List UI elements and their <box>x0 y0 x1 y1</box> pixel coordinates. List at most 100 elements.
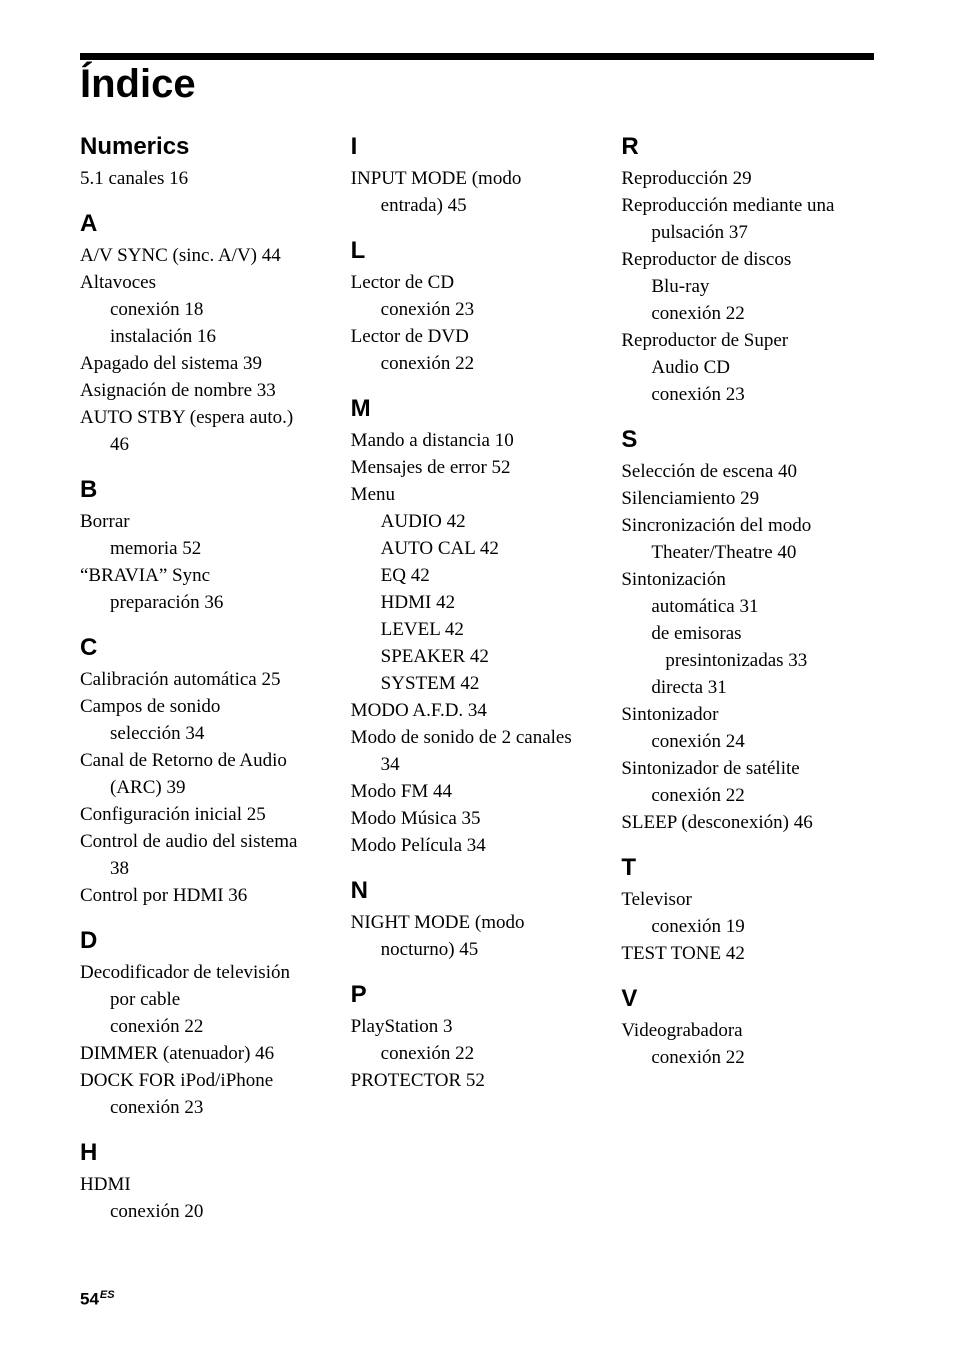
index-entry: conexión 24 <box>621 728 874 755</box>
index-entry: Mensajes de error 52 <box>351 454 604 481</box>
index-entry: Audio CD <box>621 354 874 381</box>
index-entry: Televisor <box>621 886 874 913</box>
index-entry: NIGHT MODE (modo <box>351 909 604 936</box>
section-head: N <box>351 877 604 905</box>
index-entry: nocturno) 45 <box>351 936 604 963</box>
section-head: B <box>80 476 333 504</box>
index-entry: Apagado del sistema 39 <box>80 350 333 377</box>
index-entry: Reproducción mediante una <box>621 192 874 219</box>
index-entry: (ARC) 39 <box>80 774 333 801</box>
index-entry: conexión 20 <box>80 1198 333 1225</box>
index-entry: Selección de escena 40 <box>621 458 874 485</box>
index-entry: DOCK FOR iPod/iPhone <box>80 1067 333 1094</box>
index-entry: Sintonizador <box>621 701 874 728</box>
index-entry: HDMI <box>80 1171 333 1198</box>
index-entry: Campos de sonido <box>80 693 333 720</box>
index-entry: Decodificador de televisión <box>80 959 333 986</box>
page-footer: 54ES <box>80 1289 115 1310</box>
index-entry: Modo Película 34 <box>351 832 604 859</box>
section-head: P <box>351 981 604 1009</box>
column-1: Numerics 5.1 canales 16 A A/V SYNC (sinc. A… <box>80 133 333 1225</box>
index-entry: 34 <box>351 751 604 778</box>
index-entry: conexión 22 <box>351 1040 604 1067</box>
index-entry: Silenciamiento 29 <box>621 485 874 512</box>
page-number: 54 <box>80 1290 99 1309</box>
index-entry: Borrar <box>80 508 333 535</box>
index-columns: Numerics 5.1 canales 16 A A/V SYNC (sinc. A… <box>80 133 874 1225</box>
index-entry: PROTECTOR 52 <box>351 1067 604 1094</box>
index-entry: Modo FM 44 <box>351 778 604 805</box>
header-rule <box>80 53 874 60</box>
section-head: A <box>80 210 333 238</box>
index-entry: selección 34 <box>80 720 333 747</box>
index-entry: conexión 22 <box>80 1013 333 1040</box>
index-entry: Lector de CD <box>351 269 604 296</box>
index-entry: conexión 22 <box>621 782 874 809</box>
page-lang: ES <box>100 1289 115 1301</box>
index-entry: Calibración automática 25 <box>80 666 333 693</box>
index-entry: Reproductor de Super <box>621 327 874 354</box>
index-entry: MODO A.F.D. 34 <box>351 697 604 724</box>
index-entry: conexión 18 <box>80 296 333 323</box>
index-entry: Sintonizador de satélite <box>621 755 874 782</box>
index-entry: SPEAKER 42 <box>351 643 604 670</box>
index-entry: de emisoras <box>621 620 874 647</box>
index-entry: AUDIO 42 <box>351 508 604 535</box>
index-entry: AUTO CAL 42 <box>351 535 604 562</box>
index-entry: conexión 23 <box>80 1094 333 1121</box>
index-entry: Configuración inicial 25 <box>80 801 333 828</box>
index-entry: AUTO STBY (espera auto.) <box>80 404 333 431</box>
index-entry: SYSTEM 42 <box>351 670 604 697</box>
index-entry: Mando a distancia 10 <box>351 427 604 454</box>
section-head: M <box>351 395 604 423</box>
index-entry: 46 <box>80 431 333 458</box>
section-head: V <box>621 985 874 1013</box>
index-entry: PlayStation 3 <box>351 1013 604 1040</box>
index-entry: Blu-ray <box>621 273 874 300</box>
section-head: R <box>621 133 874 161</box>
index-entry: por cable <box>80 986 333 1013</box>
index-entry: Menu <box>351 481 604 508</box>
index-entry: automática 31 <box>621 593 874 620</box>
index-entry: directa 31 <box>621 674 874 701</box>
index-entry: SLEEP (desconexión) 46 <box>621 809 874 836</box>
section-head: I <box>351 133 604 161</box>
index-entry: conexión 22 <box>621 300 874 327</box>
section-head: H <box>80 1139 333 1167</box>
section-head: Numerics <box>80 133 333 161</box>
index-entry: Canal de Retorno de Audio <box>80 747 333 774</box>
index-entry: Reproductor de discos <box>621 246 874 273</box>
index-entry: 38 <box>80 855 333 882</box>
index-entry: presintonizadas 33 <box>621 647 874 674</box>
index-entry: Modo Música 35 <box>351 805 604 832</box>
index-entry: Sincronización del modo <box>621 512 874 539</box>
index-entry: INPUT MODE (modo <box>351 165 604 192</box>
index-entry: Asignación de nombre 33 <box>80 377 333 404</box>
index-entry: instalación 16 <box>80 323 333 350</box>
index-entry: Modo de sonido de 2 canales <box>351 724 604 751</box>
index-entry: preparación 36 <box>80 589 333 616</box>
column-2: I INPUT MODE (modo entrada) 45 L Lector de … <box>351 133 604 1225</box>
index-entry: conexión 19 <box>621 913 874 940</box>
index-entry: Lector de DVD <box>351 323 604 350</box>
section-head: T <box>621 854 874 882</box>
index-entry: DIMMER (atenuador) 46 <box>80 1040 333 1067</box>
column-3: R Reproducción 29Reproducción mediante un… <box>621 133 874 1225</box>
section-head: L <box>351 237 604 265</box>
index-entry: EQ 42 <box>351 562 604 589</box>
index-entry: Reproducción 29 <box>621 165 874 192</box>
section-head: C <box>80 634 333 662</box>
index-entry: Videograbadora <box>621 1017 874 1044</box>
index-entry: 5.1 canales 16 <box>80 165 333 192</box>
section-head: D <box>80 927 333 955</box>
index-entry: entrada) 45 <box>351 192 604 219</box>
index-entry: Altavoces <box>80 269 333 296</box>
index-entry: Theater/Theatre 40 <box>621 539 874 566</box>
index-entry: conexión 22 <box>351 350 604 377</box>
index-entry: TEST TONE 42 <box>621 940 874 967</box>
index-entry: conexión 23 <box>351 296 604 323</box>
section-head: S <box>621 426 874 454</box>
index-entry: Control por HDMI 36 <box>80 882 333 909</box>
index-entry: A/V SYNC (sinc. A/V) 44 <box>80 242 333 269</box>
index-entry: conexión 22 <box>621 1044 874 1071</box>
